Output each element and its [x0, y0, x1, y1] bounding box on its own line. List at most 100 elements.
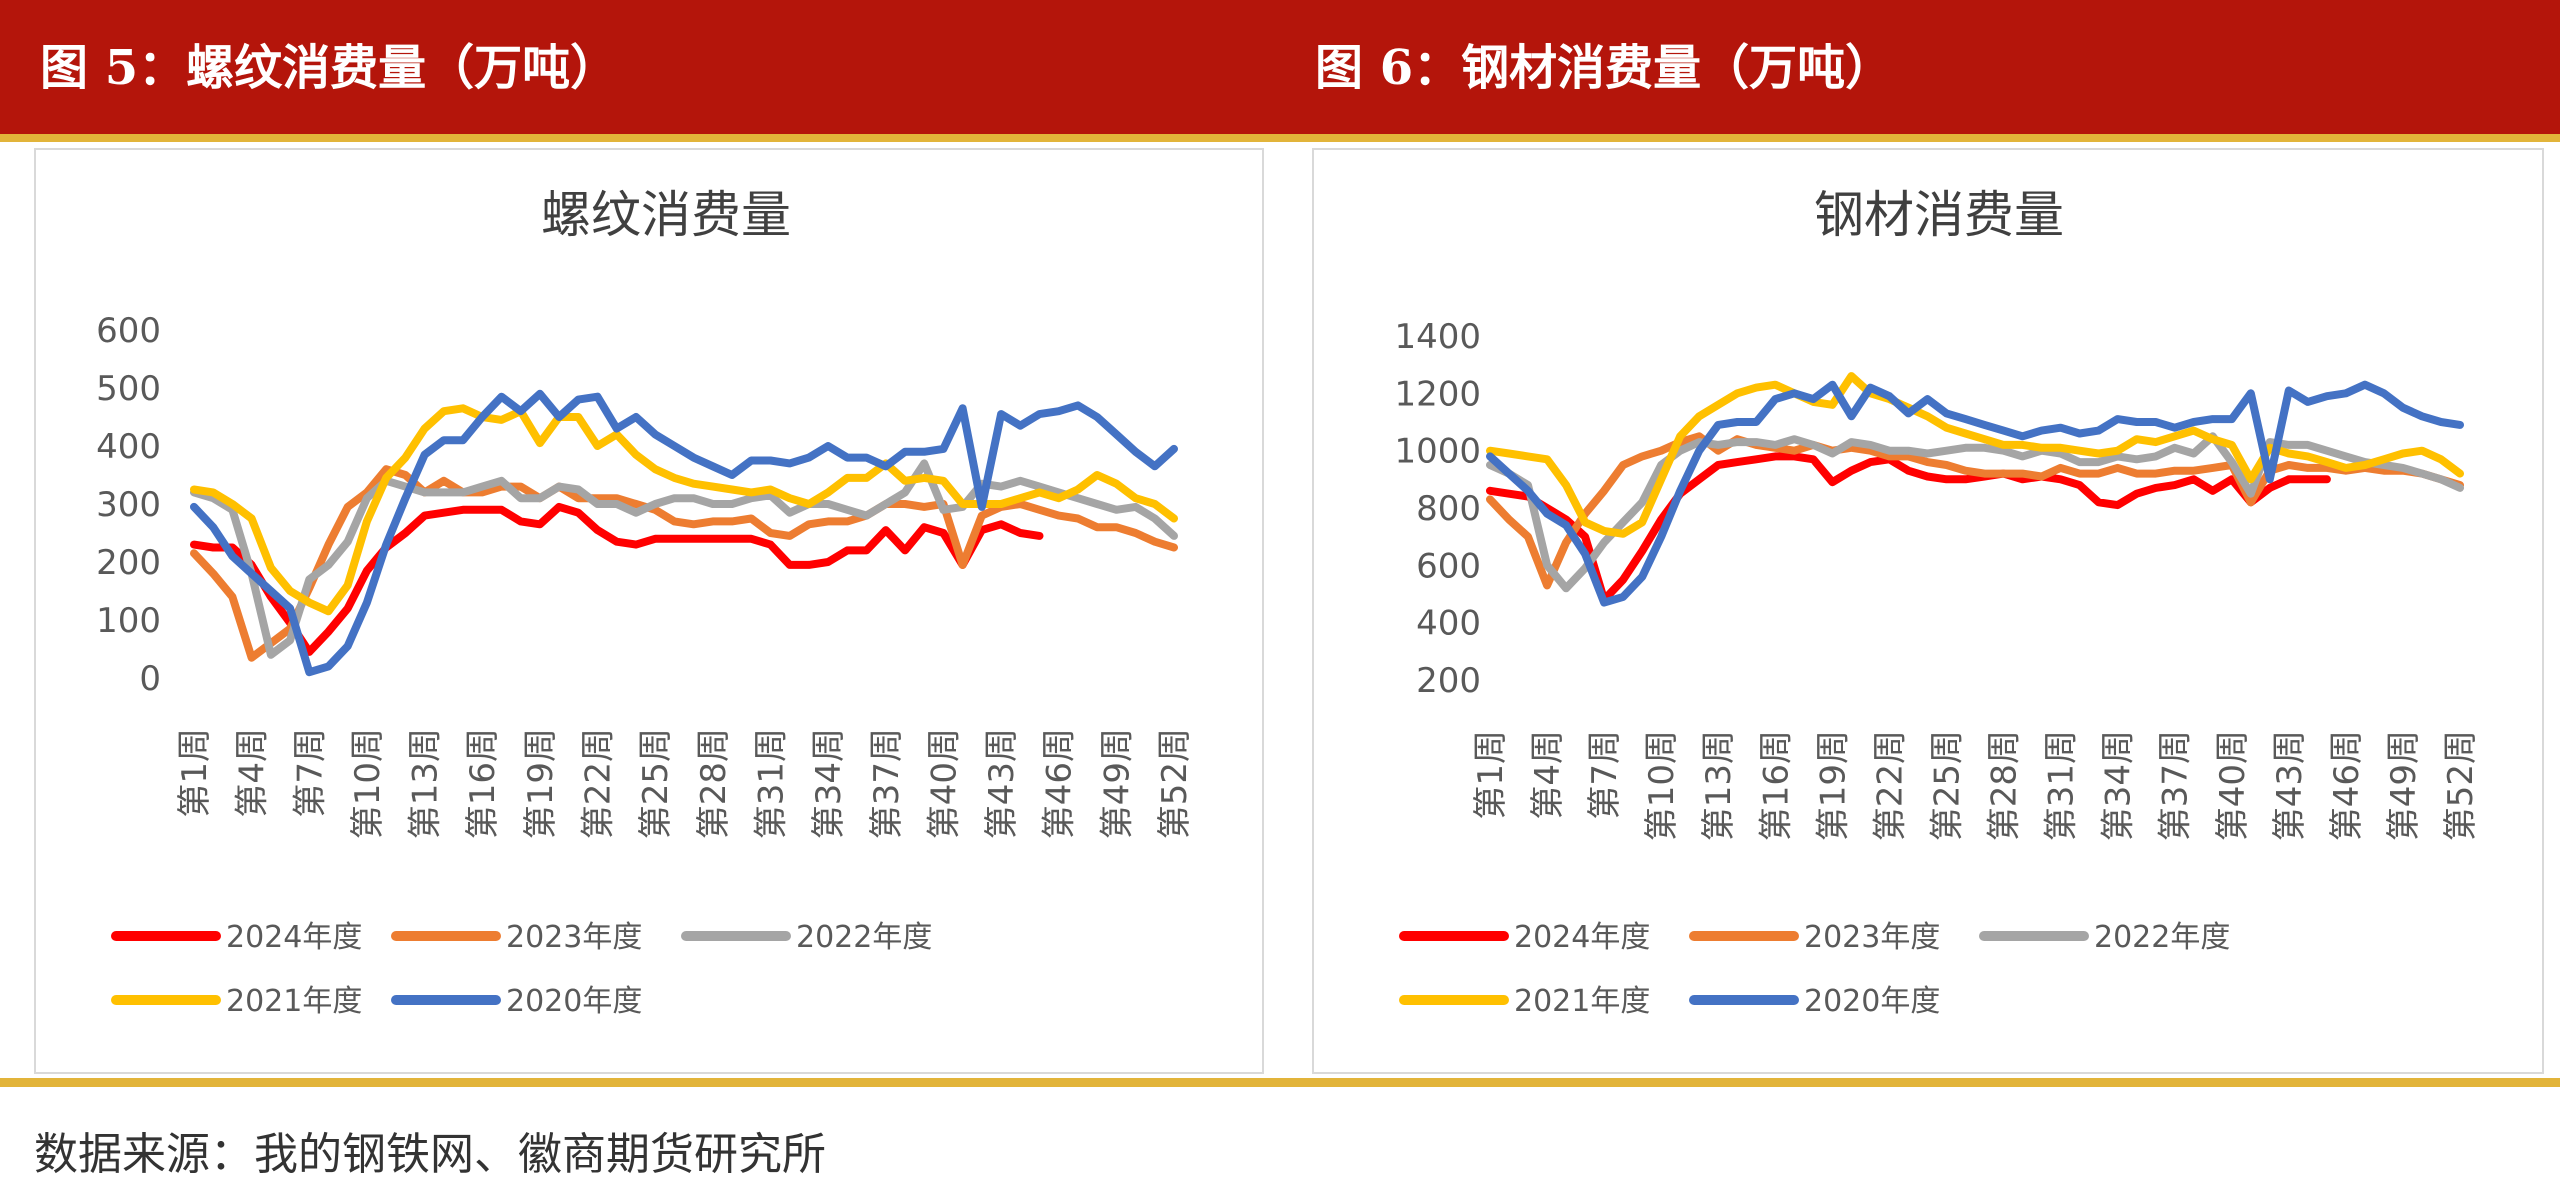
data-point	[2117, 418, 2119, 420]
data-point	[1660, 450, 1662, 452]
data-point	[2269, 441, 2271, 443]
data-point	[1946, 478, 1947, 480]
data-point	[2402, 453, 2404, 454]
data-point	[923, 462, 925, 464]
data-point	[2212, 418, 2214, 420]
data-point	[1603, 530, 1605, 532]
data-point	[750, 491, 752, 493]
data-point	[750, 460, 752, 461]
data-point	[2421, 415, 2423, 417]
data-point	[827, 561, 829, 563]
data-point	[1850, 415, 1852, 417]
data-point	[539, 497, 541, 499]
data-point	[1888, 395, 1890, 397]
data-point	[577, 512, 579, 514]
data-point	[635, 416, 637, 418]
data-point	[308, 651, 310, 653]
x-tick-label: 第10周	[1642, 730, 1682, 841]
data-point	[308, 602, 310, 604]
data-point	[789, 512, 791, 514]
data-point	[2326, 478, 2328, 480]
data-point	[616, 497, 618, 499]
data-point	[481, 486, 483, 488]
data-point	[1000, 503, 1002, 505]
x-tick-label: 第4周	[233, 728, 273, 818]
data-point	[846, 457, 848, 459]
data-point	[654, 509, 656, 511]
data-point	[289, 590, 291, 592]
data-point	[1019, 497, 1021, 499]
series-line	[1486, 380, 2464, 607]
data-point	[2326, 461, 2328, 463]
data-point	[2193, 430, 2195, 432]
y-tick-label: 200	[96, 543, 161, 583]
data-point	[520, 410, 522, 412]
data-point	[520, 497, 522, 499]
data-point	[328, 610, 329, 612]
data-point	[308, 671, 310, 673]
y-tick-label: 200	[1416, 661, 1481, 701]
data-point	[693, 497, 695, 499]
data-point	[404, 486, 406, 488]
x-tick-label: 第13周	[1699, 730, 1739, 841]
data-point	[597, 497, 598, 499]
data-point	[635, 512, 637, 514]
data-point	[1039, 535, 1040, 537]
data-point	[385, 477, 387, 479]
data-point	[270, 590, 272, 592]
data-point	[712, 465, 714, 467]
data-point	[2326, 450, 2328, 452]
data-point	[2383, 464, 2385, 466]
data-point	[2421, 450, 2423, 452]
data-point	[616, 428, 618, 430]
x-tick-label: 第13周	[406, 728, 446, 839]
data-point	[347, 506, 349, 508]
data-point	[1565, 484, 1567, 486]
data-point	[2269, 478, 2271, 480]
x-tick-label: 第10周	[348, 728, 388, 839]
data-point	[693, 538, 695, 540]
data-point	[404, 532, 406, 534]
data-point	[1736, 441, 1738, 443]
data-point	[827, 503, 829, 505]
data-point	[1755, 458, 1757, 460]
x-tick-label: 第19周	[1813, 730, 1853, 841]
data-point	[1698, 415, 1700, 417]
data-point	[597, 396, 598, 398]
data-point	[289, 639, 291, 641]
series-line	[190, 389, 1178, 677]
data-point	[2364, 384, 2366, 386]
y-tick-label: 400	[1416, 604, 1481, 644]
data-point	[1888, 455, 1890, 457]
data-point	[923, 451, 925, 453]
data-point	[539, 393, 541, 395]
data-point	[1927, 415, 1928, 417]
data-point	[2155, 441, 2157, 443]
data-point	[1736, 392, 1738, 394]
data-point	[443, 512, 445, 514]
data-point	[1965, 418, 1966, 420]
data-point	[1698, 450, 1700, 452]
data-point	[212, 497, 214, 499]
data-point	[789, 564, 791, 566]
x-tick-label: 第46周	[1040, 728, 1080, 839]
data-point	[1603, 541, 1605, 543]
data-point	[424, 491, 426, 493]
data-point	[1058, 491, 1060, 493]
data-point	[1736, 461, 1738, 463]
y-tick-label: 1400	[1394, 317, 1481, 357]
data-point	[1584, 536, 1586, 538]
data-point	[1622, 579, 1624, 581]
data-point	[923, 477, 925, 479]
data-point	[577, 416, 579, 418]
data-point	[2136, 458, 2138, 460]
x-tick-label: 第25周	[1927, 730, 1967, 841]
x-tick-label: 第52周	[1155, 728, 1195, 839]
x-tick-label: 第28周	[1985, 730, 2025, 841]
data-point	[1508, 519, 1510, 520]
data-point	[424, 515, 426, 517]
data-point	[366, 520, 368, 522]
data-point	[2079, 473, 2081, 475]
x-tick-label: 第49周	[2384, 730, 2424, 841]
data-point	[443, 439, 445, 441]
